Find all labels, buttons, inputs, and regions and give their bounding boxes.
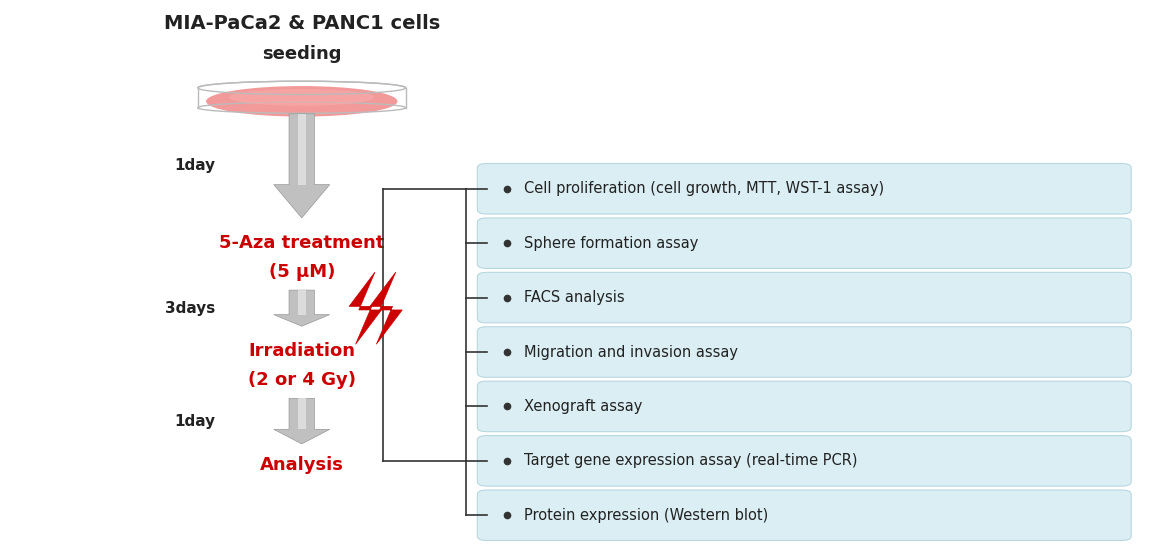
Polygon shape xyxy=(349,272,381,344)
FancyBboxPatch shape xyxy=(477,436,1131,486)
Text: seeding: seeding xyxy=(262,45,342,63)
Text: Target gene expression assay (real-time PCR): Target gene expression assay (real-time … xyxy=(523,453,857,468)
Ellipse shape xyxy=(206,86,397,117)
Text: MIA-PaCa2 & PANC1 cells: MIA-PaCa2 & PANC1 cells xyxy=(163,14,440,33)
Polygon shape xyxy=(298,114,306,185)
Text: Analysis: Analysis xyxy=(259,456,344,474)
FancyBboxPatch shape xyxy=(477,381,1131,432)
Text: (2 or 4 Gy): (2 or 4 Gy) xyxy=(248,371,356,389)
Text: FACS analysis: FACS analysis xyxy=(523,290,624,305)
Text: 1day: 1day xyxy=(174,158,215,174)
FancyBboxPatch shape xyxy=(477,218,1131,268)
Polygon shape xyxy=(369,272,402,344)
FancyBboxPatch shape xyxy=(477,327,1131,377)
FancyBboxPatch shape xyxy=(477,163,1131,214)
Text: (5 μM): (5 μM) xyxy=(269,263,335,281)
Text: Xenograft assay: Xenograft assay xyxy=(523,399,642,414)
FancyBboxPatch shape xyxy=(477,272,1131,323)
Text: 1day: 1day xyxy=(174,413,215,429)
Polygon shape xyxy=(273,398,330,444)
Text: 5-Aza treatment: 5-Aza treatment xyxy=(219,234,384,252)
Ellipse shape xyxy=(229,89,374,106)
Polygon shape xyxy=(273,114,330,218)
Polygon shape xyxy=(298,398,306,429)
Text: Irradiation: Irradiation xyxy=(248,342,356,360)
Text: Cell proliferation (cell growth, MTT, WST-1 assay): Cell proliferation (cell growth, MTT, WS… xyxy=(523,181,884,196)
Text: Sphere formation assay: Sphere formation assay xyxy=(523,235,698,251)
Text: 3days: 3days xyxy=(164,301,215,316)
Text: Protein expression (Western blot): Protein expression (Western blot) xyxy=(523,508,768,523)
Text: Migration and invasion assay: Migration and invasion assay xyxy=(523,344,738,359)
Polygon shape xyxy=(273,290,330,326)
FancyBboxPatch shape xyxy=(477,490,1131,541)
Polygon shape xyxy=(298,290,306,315)
